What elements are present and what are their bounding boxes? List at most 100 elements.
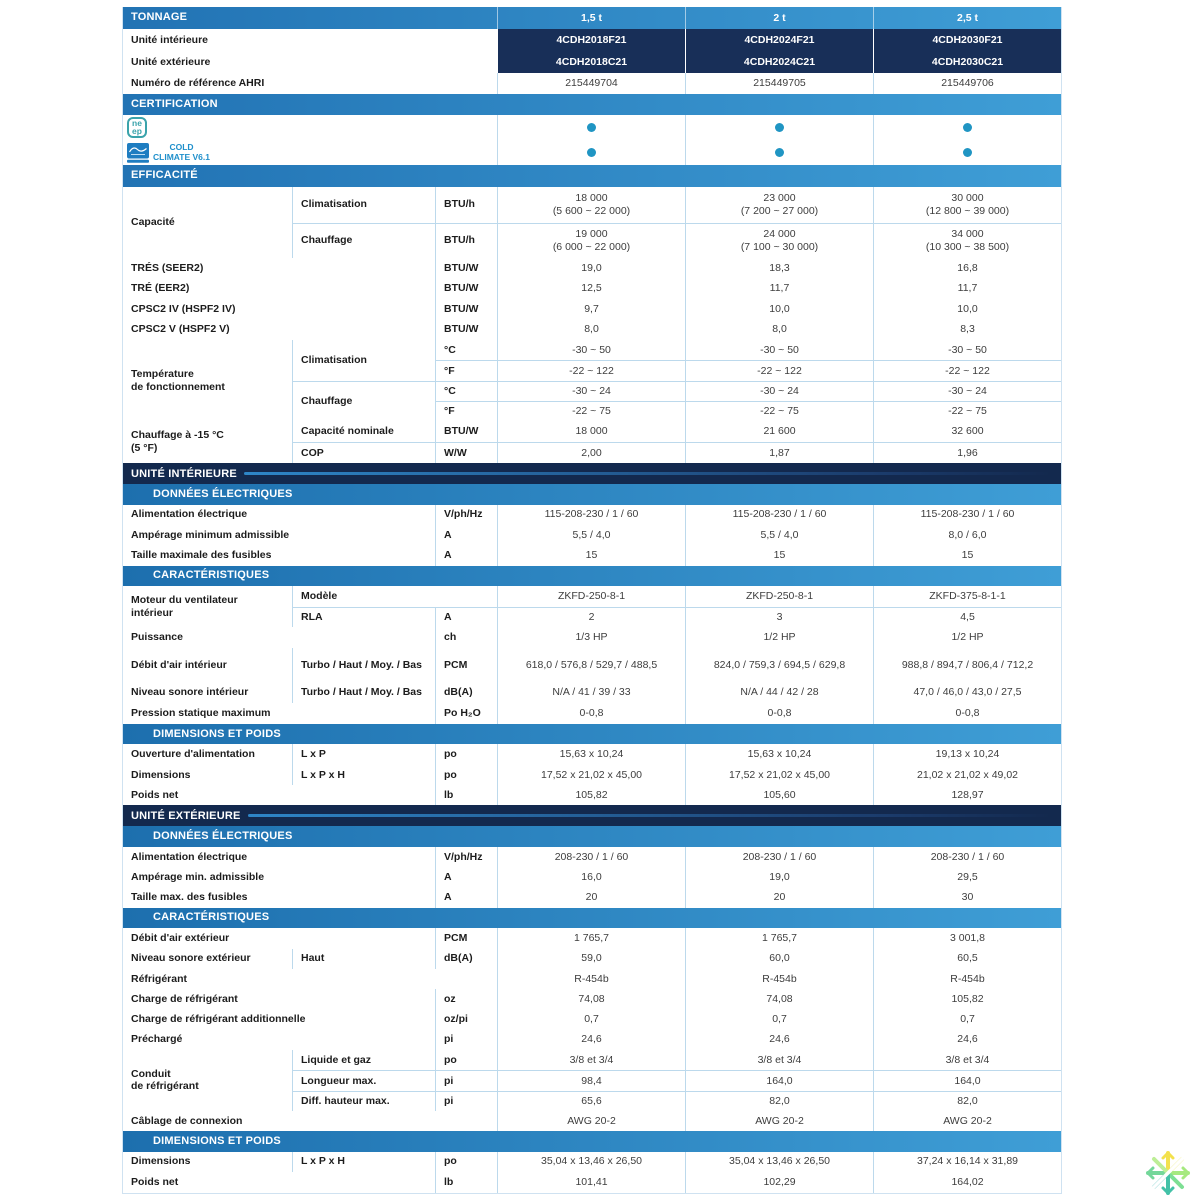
value-cell: ZKFD-375-8-1-1	[873, 586, 1061, 608]
value-cell: 24 000 (7 100 ~ 30 000)	[685, 222, 873, 258]
cold-climate-line: COLD	[169, 142, 194, 152]
value-cell: -22 ~ 75	[873, 400, 1061, 422]
column-header: 2,5 t	[873, 7, 1061, 29]
unit-cell: po	[435, 744, 497, 765]
column-header: 2 t	[685, 7, 873, 29]
value-cell: 15	[685, 545, 873, 566]
value-cell: 115-208-230 / 1 / 60	[873, 504, 1061, 525]
value-cell: 20	[685, 887, 873, 908]
table-row-group: TRÉS (SEER2) BTU/W 19,0 18,3 16,8	[123, 258, 1061, 279]
table-row-group: Câblage de connexion AWG 20-2 AWG 20-2 AWG …	[123, 1110, 1061, 1132]
unit-cell: °F	[435, 400, 497, 422]
value-cell: 15	[873, 545, 1061, 566]
value-cell: 3 001,8	[873, 928, 1061, 949]
value-cell: 47,0 / 46,0 / 43,0 / 27,5	[873, 682, 1061, 703]
decorative-line	[247, 814, 1051, 818]
value-cell: -22 ~ 122	[873, 360, 1061, 381]
value-cell: -22 ~ 75	[685, 400, 873, 422]
unit-cell: A	[435, 887, 497, 908]
row-label: Moteur du ventilateur intérieur	[123, 586, 292, 628]
table-row-group: Réfrigérant R-454b R-454b R-454b	[123, 968, 1061, 990]
value-cell: 8,3	[873, 319, 1061, 340]
table-row-group: Pression statique maximum Po H₂O 0-0,8 0-0,…	[123, 702, 1061, 724]
table-row-group: Taille max. des fusibles A 20 20 30	[123, 887, 1061, 908]
value-cell	[685, 140, 873, 165]
subsection-title: CARACTÉRISTIQUES	[153, 569, 270, 582]
value-cell: -30 ~ 50	[497, 340, 685, 361]
row-label: Dimensions	[123, 1151, 292, 1173]
row-sublabel: L x P	[292, 744, 435, 765]
value-cell: 1,87	[685, 442, 873, 464]
table-row-group: ne ep	[123, 115, 1061, 140]
row-label: Poids net	[123, 1172, 435, 1194]
row-label: Taille maximale des fusibles	[123, 545, 435, 566]
value-cell: 19,0	[497, 258, 685, 279]
table-row-group: Débit d'air extérieur PCM 1 765,7 1 765,7 3 …	[123, 928, 1061, 949]
row-sublabel: Haut	[292, 948, 435, 969]
unit-cell: po	[435, 1151, 497, 1173]
section-title: EFFICACITÉ	[131, 169, 198, 182]
value-cell: 618,0 / 576,8 / 529,7 / 488,5	[497, 647, 685, 683]
table-row-group: Charge de réfrigérant additionnelle oz/pi…	[123, 1009, 1061, 1030]
row-label: Poids net	[123, 785, 435, 806]
value-cell: 37,24 x 16,14 x 31,89	[873, 1151, 1061, 1173]
table-row-group: Moteur du ventilateur intérieur Modèle ZKF…	[123, 586, 1061, 628]
value-cell: 9,7	[497, 299, 685, 320]
table-row-group: Capacité Climatisation BTU/h 18 000 (5 600 …	[123, 187, 1061, 258]
value-cell: 215449706	[873, 73, 1061, 94]
row-label: Conduit de réfrigérant	[123, 1050, 292, 1111]
unit-cell: BTU/W	[435, 421, 497, 443]
neep-logo-text: ep	[132, 125, 142, 136]
row-sublabel: Turbo / Haut / Moy. / Bas	[292, 647, 435, 683]
value-cell: 0-0,8	[685, 702, 873, 724]
value-cell: 11,7	[873, 278, 1061, 299]
row-sublabel: Modèle	[292, 586, 497, 608]
row-label: TRÉ (EER2)	[123, 278, 435, 299]
section-bar: DONNÉES ÉLECTRIQUES	[123, 826, 1061, 847]
value-cell: 105,82	[497, 785, 685, 806]
row-sublabel: L x P x H	[292, 1151, 435, 1173]
unit-cell: V/ph/Hz	[435, 846, 497, 868]
unit-cell: W/W	[435, 442, 497, 464]
value-cell: 21 600	[685, 421, 873, 443]
table-row-group: Puissance ch 1/3 HP 1/2 HP 1/2 HP	[123, 627, 1061, 648]
unit-cell: Po H₂O	[435, 702, 497, 724]
value-cell: 35,04 x 13,46 x 26,50	[497, 1151, 685, 1173]
section-bar-navy: UNITÉ EXTÉRIEURE	[123, 805, 1061, 827]
unit-cell: PCM	[435, 647, 497, 683]
value-cell: 0,7	[685, 1009, 873, 1030]
value-cell: 1/2 HP	[873, 627, 1061, 648]
unit-cell: dB(A)	[435, 948, 497, 969]
value-cell: 18 000	[497, 421, 685, 443]
value-cell: 8,0 / 6,0	[873, 524, 1061, 546]
value-cell: 101,41	[497, 1172, 685, 1194]
value-cell: 5,5 / 4,0	[685, 524, 873, 546]
value-cell: 15	[497, 545, 685, 566]
value-cell: 0,7	[497, 1009, 685, 1030]
row-label: Réfrigérant	[123, 968, 497, 990]
table-row-group: Niveau sonore extérieur Haut dB(A) 59,0 60,0…	[123, 948, 1061, 969]
value-cell: AWG 20-2	[497, 1110, 685, 1132]
row-label: CPSC2 V (HSPF2 V)	[123, 319, 435, 340]
value-cell: 102,29	[685, 1172, 873, 1194]
table-row-group: Niveau sonore intérieur Turbo / Haut / Mo…	[123, 682, 1061, 703]
row-sublabel: Climatisation	[292, 187, 435, 223]
row-label: Charge de réfrigérant additionnelle	[123, 1009, 435, 1030]
value-cell: 17,52 x 21,02 x 45,00	[497, 764, 685, 786]
row-label: Ampérage min. admissible	[123, 867, 435, 888]
value-cell: 23 000 (7 200 ~ 27 000)	[685, 187, 873, 223]
value-cell: N/A / 44 / 42 / 28	[685, 682, 873, 703]
value-cell: -22 ~ 75	[497, 400, 685, 422]
table-row-group: Ampérage minimum admissible A 5,5 / 4,0 5,5…	[123, 524, 1061, 546]
value-cell: 17,52 x 21,02 x 45,00	[685, 764, 873, 786]
value-cell: 3	[685, 607, 873, 628]
value-cell: 12,5	[497, 278, 685, 299]
row-label: Taille max. des fusibles	[123, 887, 435, 908]
value-cell: 15,63 x 10,24	[497, 744, 685, 765]
certification-dot	[963, 123, 972, 132]
subsection-title: DIMENSIONS ET POIDS	[153, 1134, 281, 1147]
value-cell: 21,02 x 21,02 x 49,02	[873, 764, 1061, 786]
row-label: Capacité	[123, 187, 292, 258]
